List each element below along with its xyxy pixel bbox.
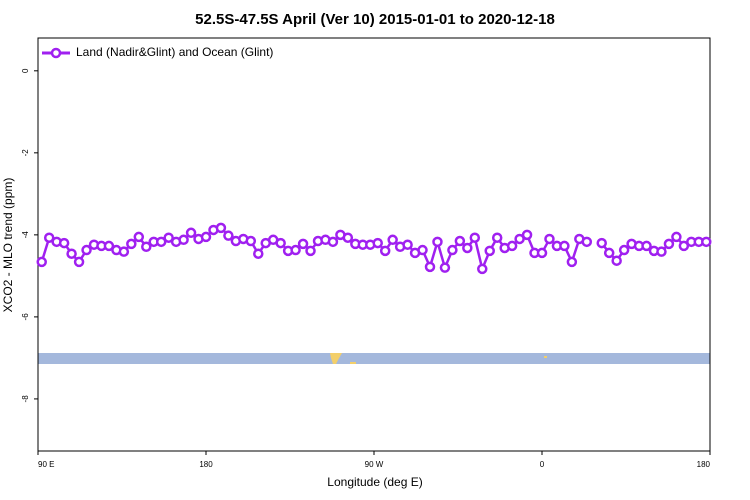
data-point [678, 240, 690, 252]
data-point [506, 240, 518, 252]
data-point [297, 238, 309, 250]
data-point [141, 241, 152, 253]
data-point [215, 222, 227, 234]
data-point [536, 247, 548, 259]
data-point [81, 244, 92, 256]
data-point [133, 231, 145, 243]
data-point [178, 234, 189, 246]
data-point [126, 238, 137, 250]
data-point [185, 227, 197, 239]
data-point [559, 240, 570, 252]
land-blob [350, 362, 356, 364]
y-tick-label: -4 [21, 231, 30, 239]
data-point [447, 244, 458, 256]
data-point [424, 261, 436, 273]
x-tick-label: 90 E [38, 460, 54, 469]
data-point [618, 244, 630, 256]
x-axis-label: Longitude (deg E) [327, 475, 422, 489]
data-point [118, 246, 130, 257]
data-point [521, 229, 533, 241]
y-tick-label: -2 [21, 149, 30, 157]
data-point [103, 240, 115, 252]
data-point [58, 237, 70, 249]
data-point [454, 235, 466, 247]
data-point [290, 244, 301, 256]
x-tick-label: 90 W [365, 460, 384, 469]
data-point [484, 245, 495, 257]
data-point [439, 262, 451, 273]
data-point [372, 237, 383, 249]
legend-label: Land (Nadir&Glint) and Ocean (Glint) [76, 45, 273, 59]
data-point [514, 233, 525, 245]
data-point [342, 232, 354, 243]
data-point [275, 237, 286, 249]
data-point [663, 238, 675, 250]
data-point [596, 237, 607, 249]
data-point [611, 255, 622, 266]
data-point [462, 242, 473, 254]
x-tick-label: 180 [697, 460, 711, 469]
x-tick-label: 0 [540, 460, 545, 469]
data-point [223, 230, 234, 241]
data-point [581, 236, 593, 248]
data-point [200, 231, 212, 243]
land-blob [544, 356, 547, 358]
data-point [253, 248, 264, 259]
data-point [155, 236, 167, 248]
legend: Land (Nadir&Glint) and Ocean (Glint) [42, 45, 273, 59]
data-point [66, 248, 77, 259]
data-point [432, 236, 443, 248]
data-point [305, 245, 316, 257]
x-tick-label: 180 [199, 460, 213, 469]
data-point [245, 235, 257, 247]
y-tick-label: 0 [21, 68, 30, 73]
y-axis-label: XCO2 - MLO trend (ppm) [1, 178, 15, 313]
data-point [701, 236, 712, 248]
data-point [43, 232, 55, 243]
data-point [469, 232, 481, 243]
data-point [603, 247, 615, 259]
data-point [36, 256, 47, 268]
data-point [417, 244, 428, 256]
data-point [641, 240, 652, 252]
y-tick-label: -8 [21, 395, 30, 403]
data-point [671, 231, 682, 243]
data-point [656, 246, 667, 257]
data-point [544, 233, 555, 245]
data-point [73, 256, 85, 268]
data-point [491, 232, 503, 243]
data-point [477, 263, 488, 275]
data-point [379, 245, 391, 257]
y-tick-label: -6 [21, 313, 30, 321]
legend-marker [50, 47, 62, 59]
data-point [402, 239, 413, 250]
data-point [387, 234, 398, 246]
data-point [163, 232, 174, 243]
data-point [327, 236, 339, 248]
map-strip [38, 353, 710, 364]
land-blob [330, 353, 342, 364]
data-point [566, 256, 578, 268]
chart-title: 52.5S-47.5S April (Ver 10) 2015-01-01 to… [195, 11, 555, 28]
